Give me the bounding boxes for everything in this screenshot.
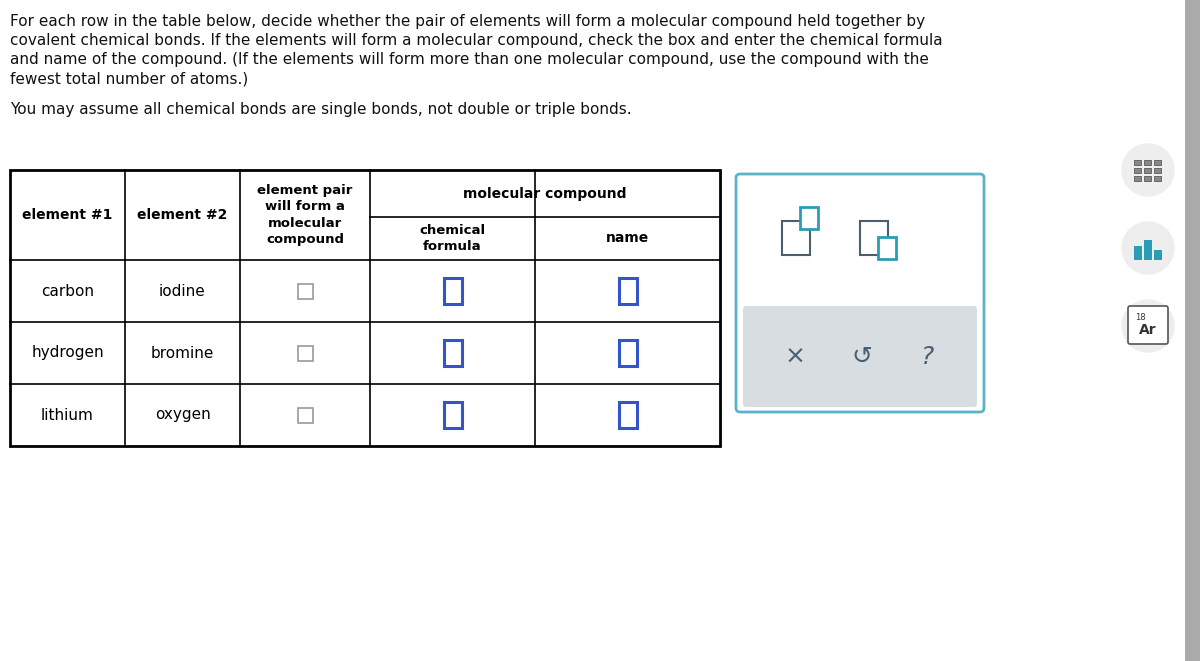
Text: iodine: iodine xyxy=(160,284,206,299)
Bar xyxy=(444,340,462,366)
Bar xyxy=(618,402,636,428)
Text: You may assume all chemical bonds are single bonds, not double or triple bonds.: You may assume all chemical bonds are si… xyxy=(10,102,631,117)
Text: lithium: lithium xyxy=(41,407,94,422)
Text: oxygen: oxygen xyxy=(155,407,210,422)
Bar xyxy=(444,402,462,428)
Text: ×: × xyxy=(785,344,805,368)
Text: element #1: element #1 xyxy=(23,208,113,222)
Circle shape xyxy=(1122,144,1174,196)
Text: chemical
formula: chemical formula xyxy=(420,224,486,253)
Text: element #2: element #2 xyxy=(137,208,228,222)
Bar xyxy=(10,170,720,446)
Bar xyxy=(298,284,312,299)
Circle shape xyxy=(1122,222,1174,274)
Text: carbon: carbon xyxy=(41,284,94,299)
Text: fewest total number of atoms.): fewest total number of atoms.) xyxy=(10,71,248,86)
Bar xyxy=(444,278,462,304)
Bar xyxy=(1134,246,1142,260)
Text: For each row in the table below, decide whether the pair of elements will form a: For each row in the table below, decide … xyxy=(10,14,925,29)
Text: bromine: bromine xyxy=(151,346,214,360)
Bar xyxy=(1134,160,1141,165)
Bar xyxy=(298,407,312,422)
Text: Ar: Ar xyxy=(1139,323,1157,337)
FancyBboxPatch shape xyxy=(743,306,977,407)
Bar xyxy=(618,278,636,304)
Bar xyxy=(618,340,636,366)
Bar xyxy=(1134,168,1141,173)
Text: ?: ? xyxy=(922,344,935,368)
Text: element pair
will form a
molecular
compound: element pair will form a molecular compo… xyxy=(257,184,353,247)
Bar xyxy=(860,221,888,254)
FancyBboxPatch shape xyxy=(1128,306,1168,344)
Bar xyxy=(1154,160,1162,165)
Bar xyxy=(1134,176,1141,181)
Bar xyxy=(1144,160,1151,165)
Bar xyxy=(878,237,896,258)
Bar xyxy=(1144,168,1151,173)
Bar xyxy=(298,346,312,360)
Text: molecular compound: molecular compound xyxy=(463,187,626,202)
Bar xyxy=(1154,168,1162,173)
Text: ↺: ↺ xyxy=(852,344,872,368)
Bar xyxy=(1144,240,1152,260)
FancyBboxPatch shape xyxy=(736,174,984,412)
Bar xyxy=(782,221,810,254)
Bar xyxy=(1154,176,1162,181)
Bar xyxy=(1144,176,1151,181)
Bar xyxy=(800,206,818,229)
Text: and name of the compound. (If the elements will form more than one molecular com: and name of the compound. (If the elemen… xyxy=(10,52,929,67)
Text: covalent chemical bonds. If the elements will form a molecular compound, check t: covalent chemical bonds. If the elements… xyxy=(10,33,943,48)
Text: hydrogen: hydrogen xyxy=(31,346,104,360)
Text: name: name xyxy=(606,231,649,245)
Bar xyxy=(1186,0,1200,661)
Bar xyxy=(1154,250,1162,260)
Circle shape xyxy=(1122,300,1174,352)
Text: 18: 18 xyxy=(1135,313,1145,321)
